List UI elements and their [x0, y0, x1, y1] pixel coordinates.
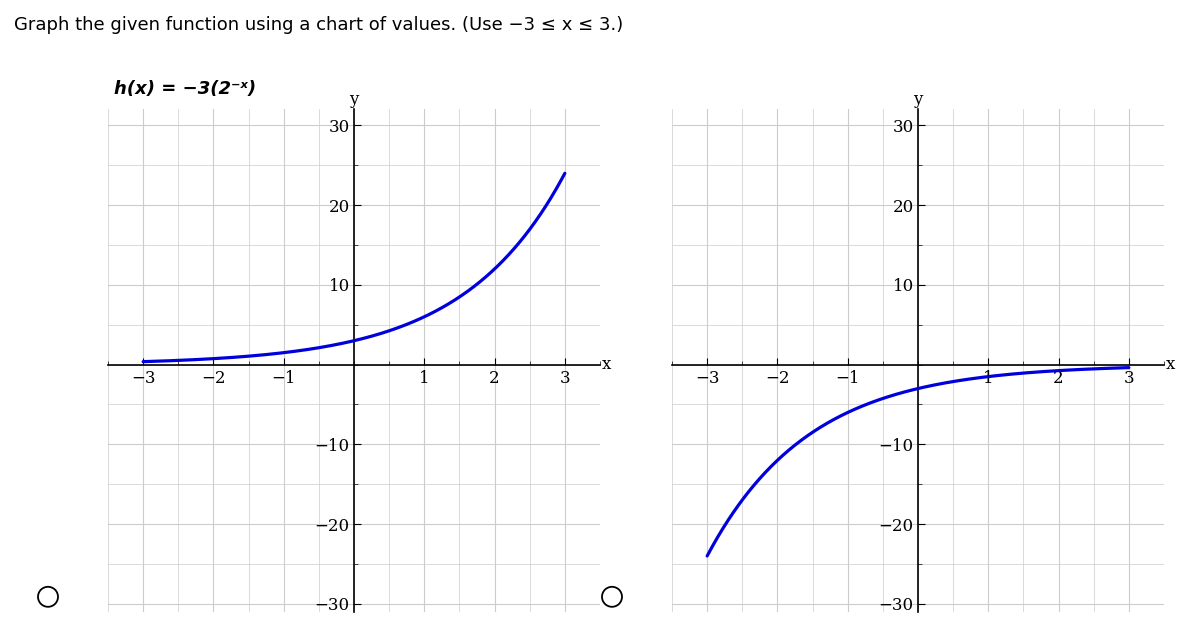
Text: h(x) = −3(2⁻ˣ): h(x) = −3(2⁻ˣ)	[114, 80, 256, 99]
Text: Graph the given function using a chart of values. (Use −3 ≤ x ≤ 3.): Graph the given function using a chart o…	[14, 16, 624, 34]
Text: x: x	[1165, 356, 1175, 373]
Text: y: y	[913, 91, 923, 108]
Text: x: x	[601, 356, 611, 373]
Text: y: y	[349, 91, 359, 108]
